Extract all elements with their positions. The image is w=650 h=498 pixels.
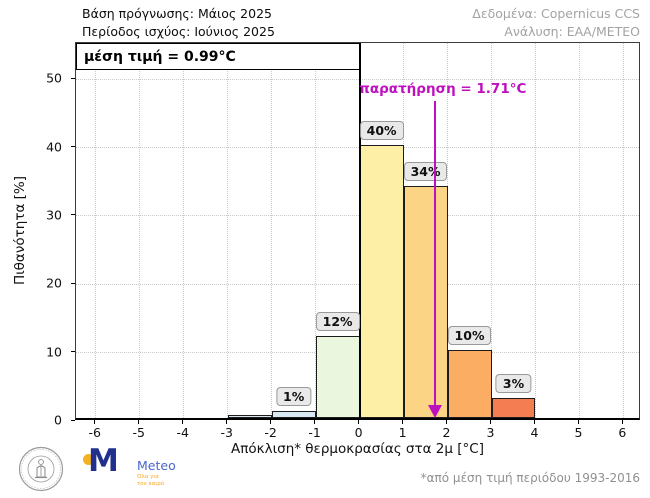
y-tick-mark bbox=[71, 282, 75, 284]
x-tick-label: 1 bbox=[398, 425, 407, 440]
x-tick-label: 5 bbox=[574, 425, 583, 440]
meteo-logo-name: Meteo bbox=[137, 458, 176, 473]
gridline-horizontal bbox=[76, 283, 639, 285]
x-tick-mark bbox=[226, 420, 228, 424]
y-tick-label: 30 bbox=[46, 207, 62, 223]
bar-value-label: 40% bbox=[359, 120, 404, 140]
x-axis: -6 -5 -4 -3 -2 -1 0 1 2 3 4 5 6 bbox=[75, 420, 640, 442]
gridline-vertical bbox=[227, 43, 229, 418]
gridline-vertical bbox=[139, 43, 141, 418]
x-tick-label: 4 bbox=[530, 425, 539, 440]
bar-value-label: 34% bbox=[403, 161, 448, 181]
bar-value-label: 3% bbox=[495, 373, 532, 393]
x-tick-mark bbox=[577, 420, 579, 424]
y-tick-mark bbox=[71, 214, 75, 216]
header-left: Βάση πρόγνωσης: Μάιος 2025 Περίοδος ισχύ… bbox=[82, 5, 275, 41]
analysis-text: Ανάλυση: ΕΑΑ/ΜΕΤΕΟ bbox=[504, 24, 640, 39]
gridline-horizontal bbox=[76, 78, 639, 80]
y-tick-label: 40 bbox=[46, 139, 62, 155]
data-source-text: Δεδομένα: Copernicus CCS bbox=[472, 6, 640, 21]
y-tick-mark bbox=[71, 146, 75, 148]
gridline-vertical bbox=[315, 43, 317, 418]
y-tick-mark bbox=[71, 77, 75, 79]
meteo-m-icon: M bbox=[88, 443, 119, 479]
valid-period-text: Περίοδος ισχύος: Ιούνιος 2025 bbox=[82, 24, 275, 39]
x-tick-mark bbox=[533, 420, 535, 424]
forecast-base-text: Βάση πρόγνωσης: Μάιος 2025 bbox=[82, 6, 272, 21]
x-tick-mark bbox=[270, 420, 272, 424]
x-tick-mark bbox=[138, 420, 140, 424]
x-tick-mark bbox=[182, 420, 184, 424]
bar-value-label: 1% bbox=[276, 387, 312, 407]
gridline-horizontal bbox=[76, 147, 639, 149]
gridline-vertical bbox=[271, 43, 273, 418]
x-tick-label: -6 bbox=[88, 425, 102, 440]
histogram-bar bbox=[315, 335, 360, 418]
x-tick-label: -5 bbox=[132, 425, 145, 440]
x-tick-label: -3 bbox=[220, 425, 233, 440]
meteo-logo: M Meteo Όλα για τον καιρό bbox=[79, 443, 199, 495]
y-tick-label: 10 bbox=[46, 344, 62, 360]
bar-value-label: 10% bbox=[447, 325, 492, 345]
gridline-vertical bbox=[183, 43, 185, 418]
x-tick-mark bbox=[621, 420, 623, 424]
meteo-dot-icon bbox=[83, 454, 94, 465]
mean-value-text: μέση τιμή = 0.99°C bbox=[84, 48, 236, 65]
gridline-vertical bbox=[95, 43, 97, 418]
y-axis: 0 10 20 30 40 50 bbox=[0, 42, 75, 428]
bar-value-label: 12% bbox=[315, 311, 360, 331]
gridline-vertical bbox=[578, 43, 580, 418]
observation-arrow-line bbox=[433, 101, 437, 406]
y-tick-mark bbox=[71, 419, 75, 421]
x-tick-mark bbox=[94, 420, 96, 424]
footnote-text: *από μέση τιμή περιόδου 1993-2016 bbox=[420, 471, 640, 485]
noa-seal-icon bbox=[18, 446, 64, 492]
histogram-bar bbox=[271, 411, 316, 418]
gridline-horizontal bbox=[76, 215, 639, 217]
x-tick-label: 0 bbox=[354, 425, 363, 440]
meteo-logo-tagline: Όλα για τον καιρό bbox=[137, 474, 165, 487]
gridline-vertical bbox=[491, 43, 492, 418]
header-right: Δεδομένα: Copernicus CCS Ανάλυση: ΕΑΑ/ΜΕ… bbox=[472, 5, 640, 41]
x-tick-label: 6 bbox=[618, 425, 627, 440]
gridline-vertical bbox=[534, 43, 536, 418]
x-tick-label: 2 bbox=[442, 425, 451, 440]
y-tick-label: 20 bbox=[46, 275, 62, 291]
histogram-bar bbox=[403, 185, 448, 418]
plot-area: μέση τιμή = 0.99°C παρατήρηση = 1.71°C 1… bbox=[75, 42, 640, 420]
x-tick-label: 3 bbox=[486, 425, 495, 440]
x-tick-mark bbox=[402, 420, 404, 424]
mean-value-box: μέση τιμή = 0.99°C bbox=[76, 43, 360, 70]
x-tick-label: -1 bbox=[308, 425, 321, 440]
x-tick-label: -4 bbox=[176, 425, 189, 440]
x-tick-mark bbox=[446, 420, 448, 424]
histogram-bar bbox=[227, 414, 272, 418]
histogram-bar bbox=[447, 349, 492, 418]
histogram-bar bbox=[359, 144, 404, 418]
observation-arrowhead bbox=[427, 405, 442, 418]
y-tick-label: 50 bbox=[46, 70, 62, 86]
x-tick-mark bbox=[490, 420, 491, 424]
y-tick-label: 0 bbox=[54, 412, 62, 428]
gridline-vertical bbox=[622, 43, 624, 418]
x-tick-mark bbox=[314, 420, 316, 424]
y-tick-mark bbox=[71, 351, 75, 353]
histogram-bar bbox=[491, 397, 536, 418]
x-axis-label: Απόκλιση* θερμοκρασίας στα 2μ [°C] bbox=[231, 441, 484, 457]
observation-label: παρατήρηση = 1.71°C bbox=[359, 81, 527, 97]
x-tick-label: -2 bbox=[264, 425, 277, 440]
zero-reference-line bbox=[358, 43, 361, 418]
gridline-vertical bbox=[447, 43, 449, 418]
x-tick-mark bbox=[358, 420, 360, 424]
noa-seal-logo bbox=[16, 443, 66, 498]
